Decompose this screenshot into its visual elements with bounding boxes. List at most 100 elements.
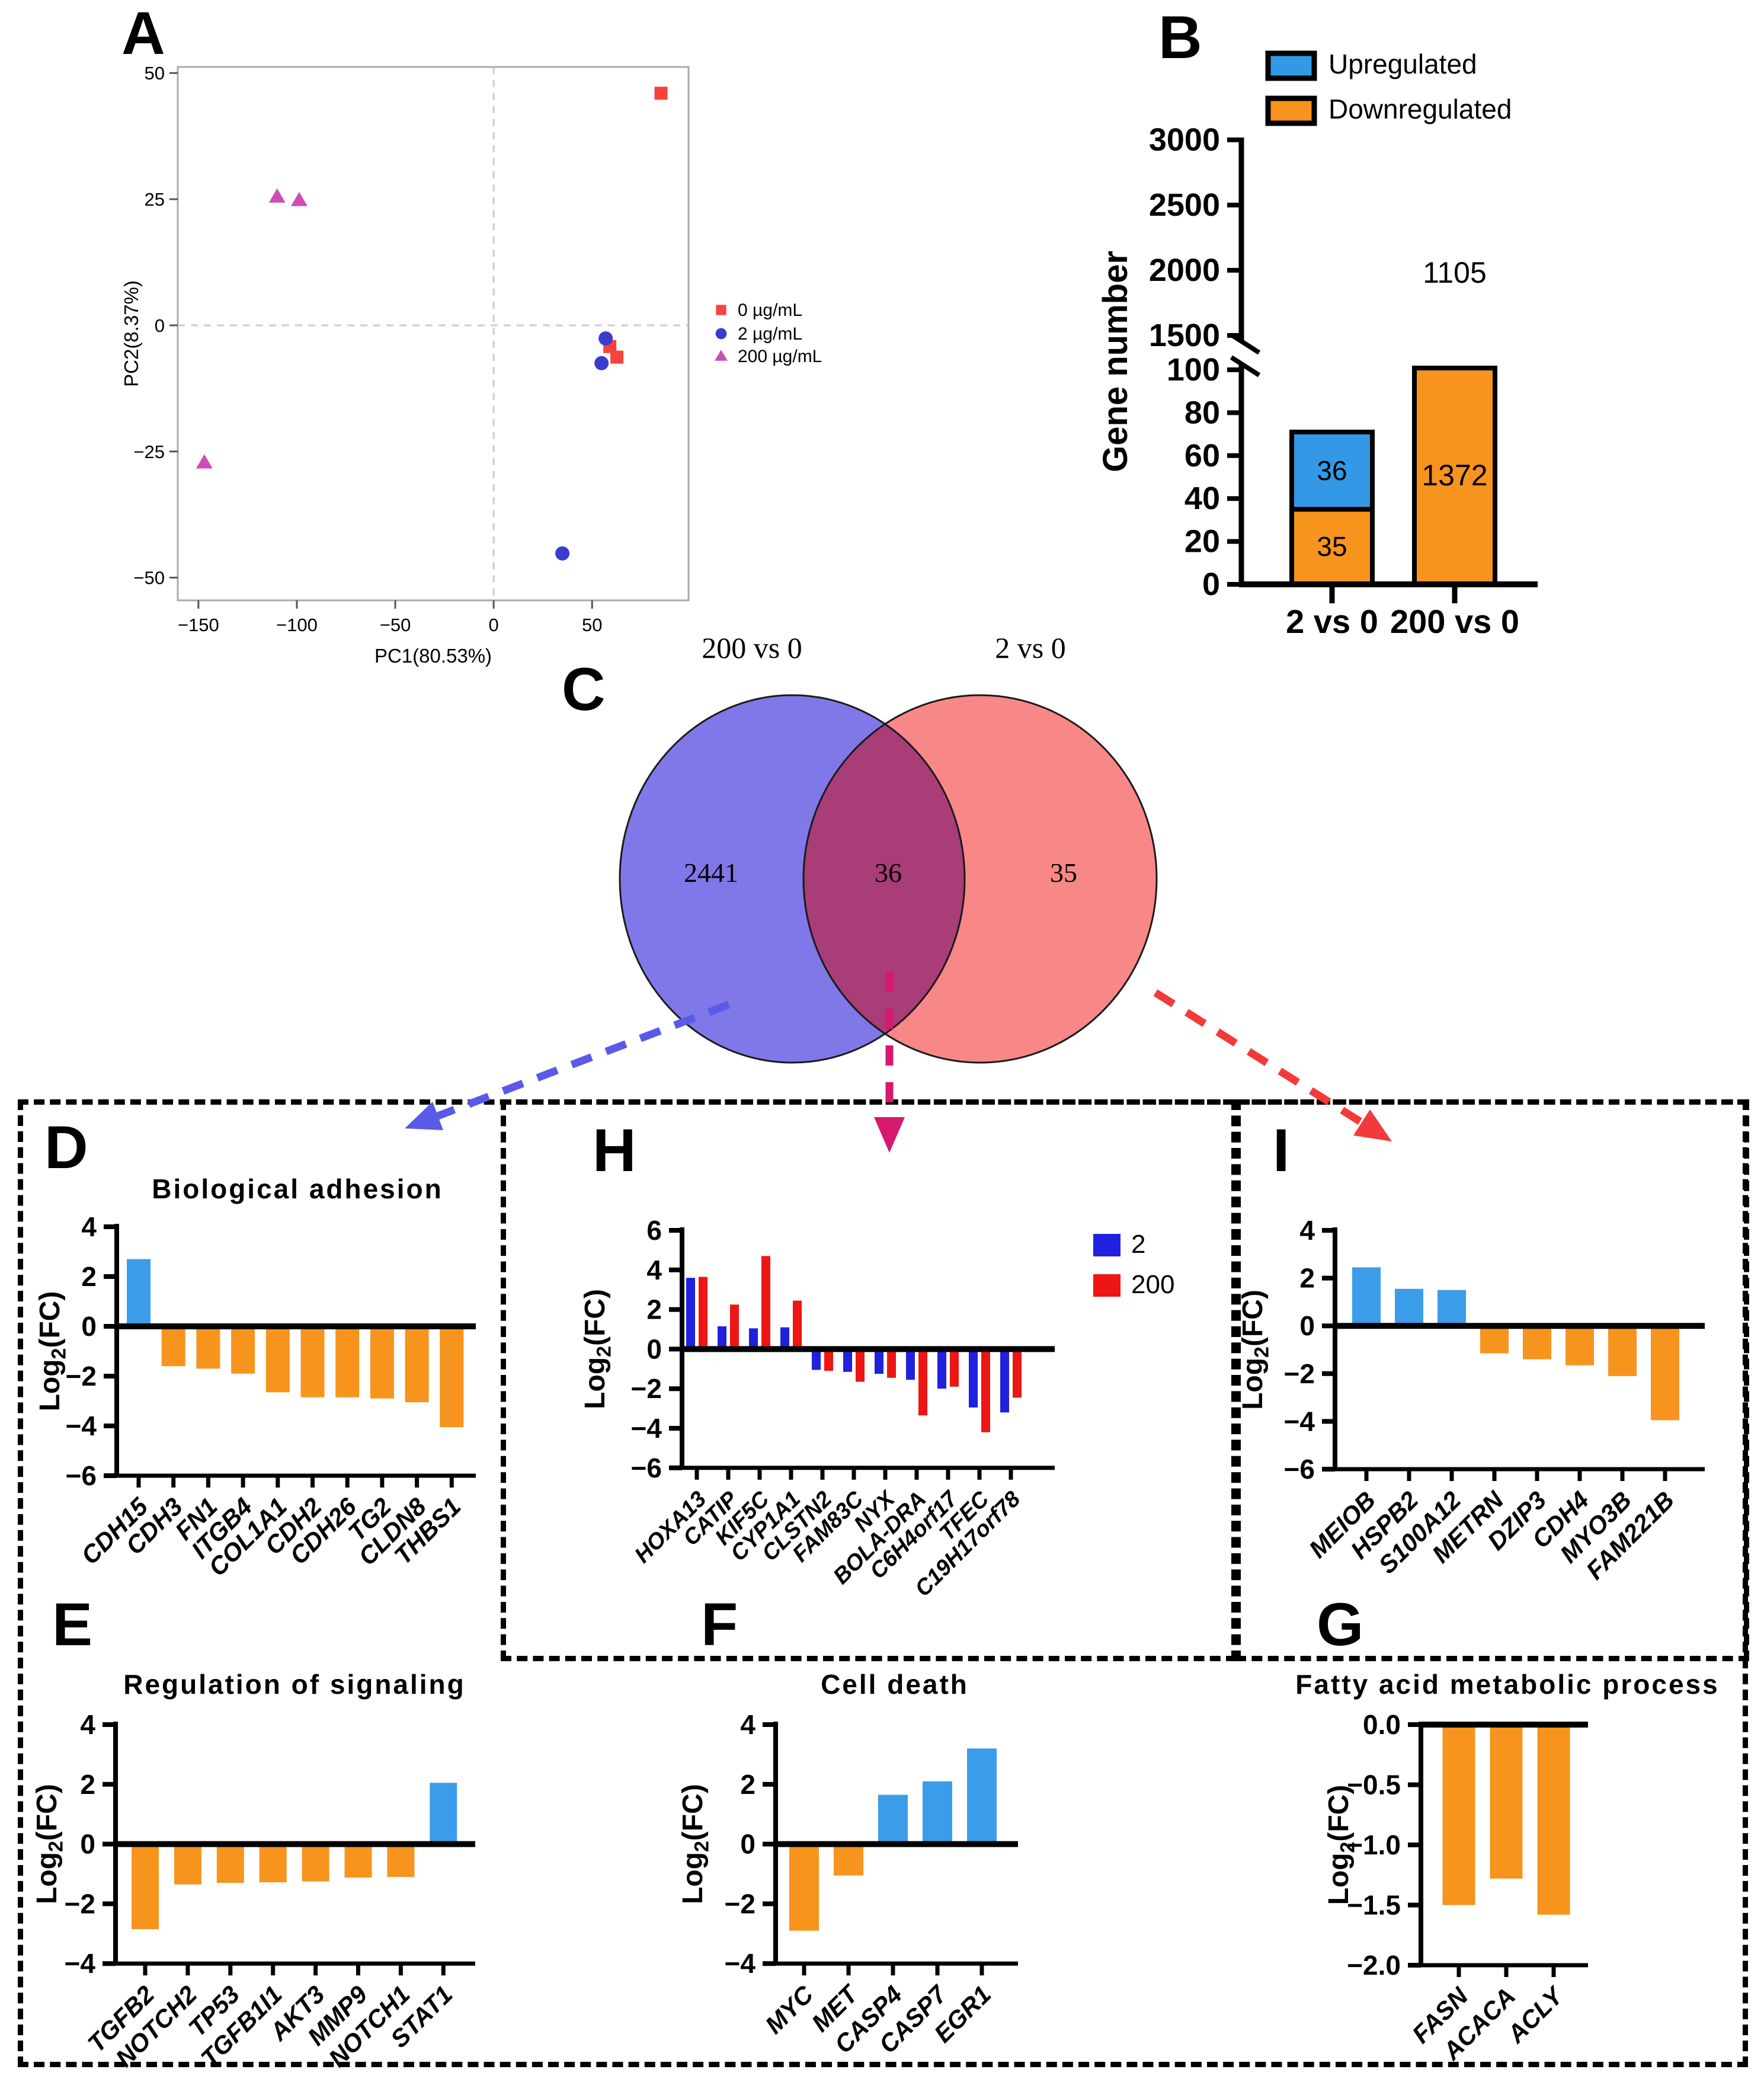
svg-text:−50: −50 <box>133 568 165 588</box>
svg-text:PC2(8.37%): PC2(8.37%) <box>120 280 142 387</box>
svg-text:−6: −6 <box>1284 1454 1315 1485</box>
svg-text:0: 0 <box>489 615 499 635</box>
panel-e-letter: E <box>52 1591 93 1658</box>
svg-text:2000: 2000 <box>1149 252 1220 288</box>
panel-i-letter: I <box>1273 1117 1290 1184</box>
venn-overlap-region <box>803 695 965 1063</box>
svg-text:−50: −50 <box>380 615 411 635</box>
svg-text:4: 4 <box>1299 1215 1315 1246</box>
svg-text:−150: −150 <box>178 615 219 635</box>
svg-text:−1.0: −1.0 <box>1347 1829 1401 1860</box>
svg-text:Log2(FC): Log2(FC) <box>31 1784 68 1904</box>
venn-right-outline <box>802 694 1158 1064</box>
svg-text:−0.5: −0.5 <box>1347 1770 1401 1800</box>
svg-text:2: 2 <box>1299 1263 1315 1294</box>
svg-text:−4: −4 <box>631 1413 662 1444</box>
svg-text:Log2(FC): Log2(FC) <box>34 1291 71 1412</box>
svg-text:4: 4 <box>740 1709 755 1740</box>
svg-text:Regulation of signaling: Regulation of signaling <box>123 1669 466 1700</box>
svg-text:100: 100 <box>1167 352 1220 388</box>
svg-text:0: 0 <box>81 1311 97 1342</box>
svg-text:25: 25 <box>145 189 165 210</box>
svg-text:2500: 2500 <box>1149 187 1220 223</box>
svg-text:0: 0 <box>155 315 165 336</box>
svg-text:0: 0 <box>646 1333 662 1364</box>
svg-text:−2.0: −2.0 <box>1347 1950 1401 1981</box>
svg-text:Log2(FC): Log2(FC) <box>580 1289 616 1409</box>
svg-text:2: 2 <box>740 1769 755 1800</box>
svg-text:−6: −6 <box>631 1453 662 1483</box>
svg-text:−4: −4 <box>725 1948 756 1979</box>
svg-text:−2: −2 <box>66 1361 97 1392</box>
venn-right-count: 35 <box>1050 858 1077 888</box>
svg-text:Log2(FC): Log2(FC) <box>677 1784 713 1904</box>
panel-i-dashed-box <box>1235 1099 1749 1661</box>
svg-text:2: 2 <box>81 1261 97 1292</box>
svg-text:2: 2 <box>1131 1230 1145 1259</box>
svg-text:200 vs 0: 200 vs 0 <box>1390 603 1519 640</box>
svg-text:PC1(80.53%): PC1(80.53%) <box>374 645 492 667</box>
svg-text:0: 0 <box>80 1829 95 1860</box>
svg-text:2: 2 <box>80 1769 95 1800</box>
deg-count-bar-chart: 3635110513723000250020001500100806040200… <box>1096 49 1538 640</box>
svg-text:4: 4 <box>81 1211 97 1242</box>
venn-overlap-count: 36 <box>875 858 902 888</box>
venn-left-set-label: 200 vs 0 <box>702 631 802 664</box>
svg-text:−4: −4 <box>66 1410 97 1441</box>
svg-text:Log2(FC): Log2(FC) <box>1323 1785 1359 1905</box>
svg-text:3000: 3000 <box>1149 122 1220 158</box>
svg-text:1372: 1372 <box>1422 459 1487 492</box>
fatty-acid-chart: FASNACACAACLY0.0−0.5−1.0−1.5−2.0Log2(FC)… <box>1295 1669 1717 2065</box>
venn-left-outline <box>619 694 966 1064</box>
cell-death-chart: MYCMETCASP4CASP7EGR1420−2−4Log2(FC)Cell … <box>677 1669 1018 2059</box>
svg-text:2 vs 0: 2 vs 0 <box>1286 603 1378 640</box>
svg-text:200: 200 <box>1131 1270 1174 1299</box>
svg-text:−2: −2 <box>65 1888 95 1919</box>
svg-text:Downregulated: Downregulated <box>1328 94 1512 124</box>
svg-text:4: 4 <box>646 1255 662 1285</box>
venn-left-count: 2441 <box>684 858 738 888</box>
svg-text:1500: 1500 <box>1149 318 1220 353</box>
pca-scatter-chart: −150 −100 −50 0 50 50 25 0 −25 −50 PC1(80.53%) PC2(… <box>120 63 822 667</box>
regulation-signaling-chart: TGFB2NOTCH2TP53TGFB1I1AKT3MMP9NOTCH1STAT… <box>31 1669 475 2072</box>
svg-text:−1.5: −1.5 <box>1347 1890 1401 1921</box>
svg-text:20: 20 <box>1184 524 1220 559</box>
svg-text:4: 4 <box>80 1709 95 1740</box>
svg-text:−2: −2 <box>725 1888 755 1919</box>
svg-text:ACLY: ACLY <box>1502 1980 1570 2048</box>
svg-text:MYC: MYC <box>760 1980 819 2039</box>
panel-d-letter: D <box>44 1114 88 1181</box>
svg-text:−4: −4 <box>1284 1406 1315 1437</box>
svg-text:6: 6 <box>646 1215 662 1246</box>
common-genes-chart: HOXA13CATIPKIF5CCYP1A1CLSTN2FAM83CNYXBOL… <box>580 1215 1174 1601</box>
svg-text:−2: −2 <box>1284 1358 1315 1389</box>
svg-text:Log2(FC): Log2(FC) <box>1237 1290 1273 1410</box>
venn-diagram: 200 vs 0 2 vs 0 2441 36 35 <box>619 631 1158 1064</box>
biological-adhesion-chart: CDH15CDH3FN1ITGB4COL1A1CDH2CDH26TG2CLDN8… <box>34 1173 476 1582</box>
svg-text:Upregulated: Upregulated <box>1328 49 1477 79</box>
unique-2-genes-chart: MEIOBHSPB2S100A12METRNDZIP3CDH4MYO3BFAM2… <box>1237 1215 1705 1585</box>
panel-b-letter: B <box>1158 4 1202 71</box>
svg-text:60: 60 <box>1184 438 1220 474</box>
svg-text:0: 0 <box>1202 567 1220 602</box>
svg-text:−6: −6 <box>66 1460 97 1491</box>
svg-text:−4: −4 <box>65 1948 96 1979</box>
svg-text:0 µg/mL: 0 µg/mL <box>738 300 802 320</box>
svg-text:Gene number: Gene number <box>1096 251 1135 472</box>
svg-text:35: 35 <box>1317 531 1347 562</box>
svg-text:36: 36 <box>1317 455 1347 486</box>
svg-text:−100: −100 <box>276 615 318 635</box>
svg-text:50: 50 <box>145 63 165 84</box>
svg-text:−2: −2 <box>631 1373 662 1404</box>
svg-text:Biological adhesion: Biological adhesion <box>152 1173 443 1204</box>
svg-text:40: 40 <box>1184 481 1220 516</box>
svg-text:2 µg/mL: 2 µg/mL <box>738 324 802 344</box>
svg-text:Cell death: Cell death <box>821 1669 969 1700</box>
panel-h-dashed-box <box>501 1099 1237 1661</box>
panel-f-letter: F <box>701 1591 738 1658</box>
svg-text:80: 80 <box>1184 395 1220 430</box>
svg-text:200 µg/mL: 200 µg/mL <box>738 347 822 366</box>
svg-text:2: 2 <box>646 1294 662 1325</box>
panel-g-letter: G <box>1317 1591 1364 1658</box>
panel-h-letter: H <box>593 1117 636 1184</box>
